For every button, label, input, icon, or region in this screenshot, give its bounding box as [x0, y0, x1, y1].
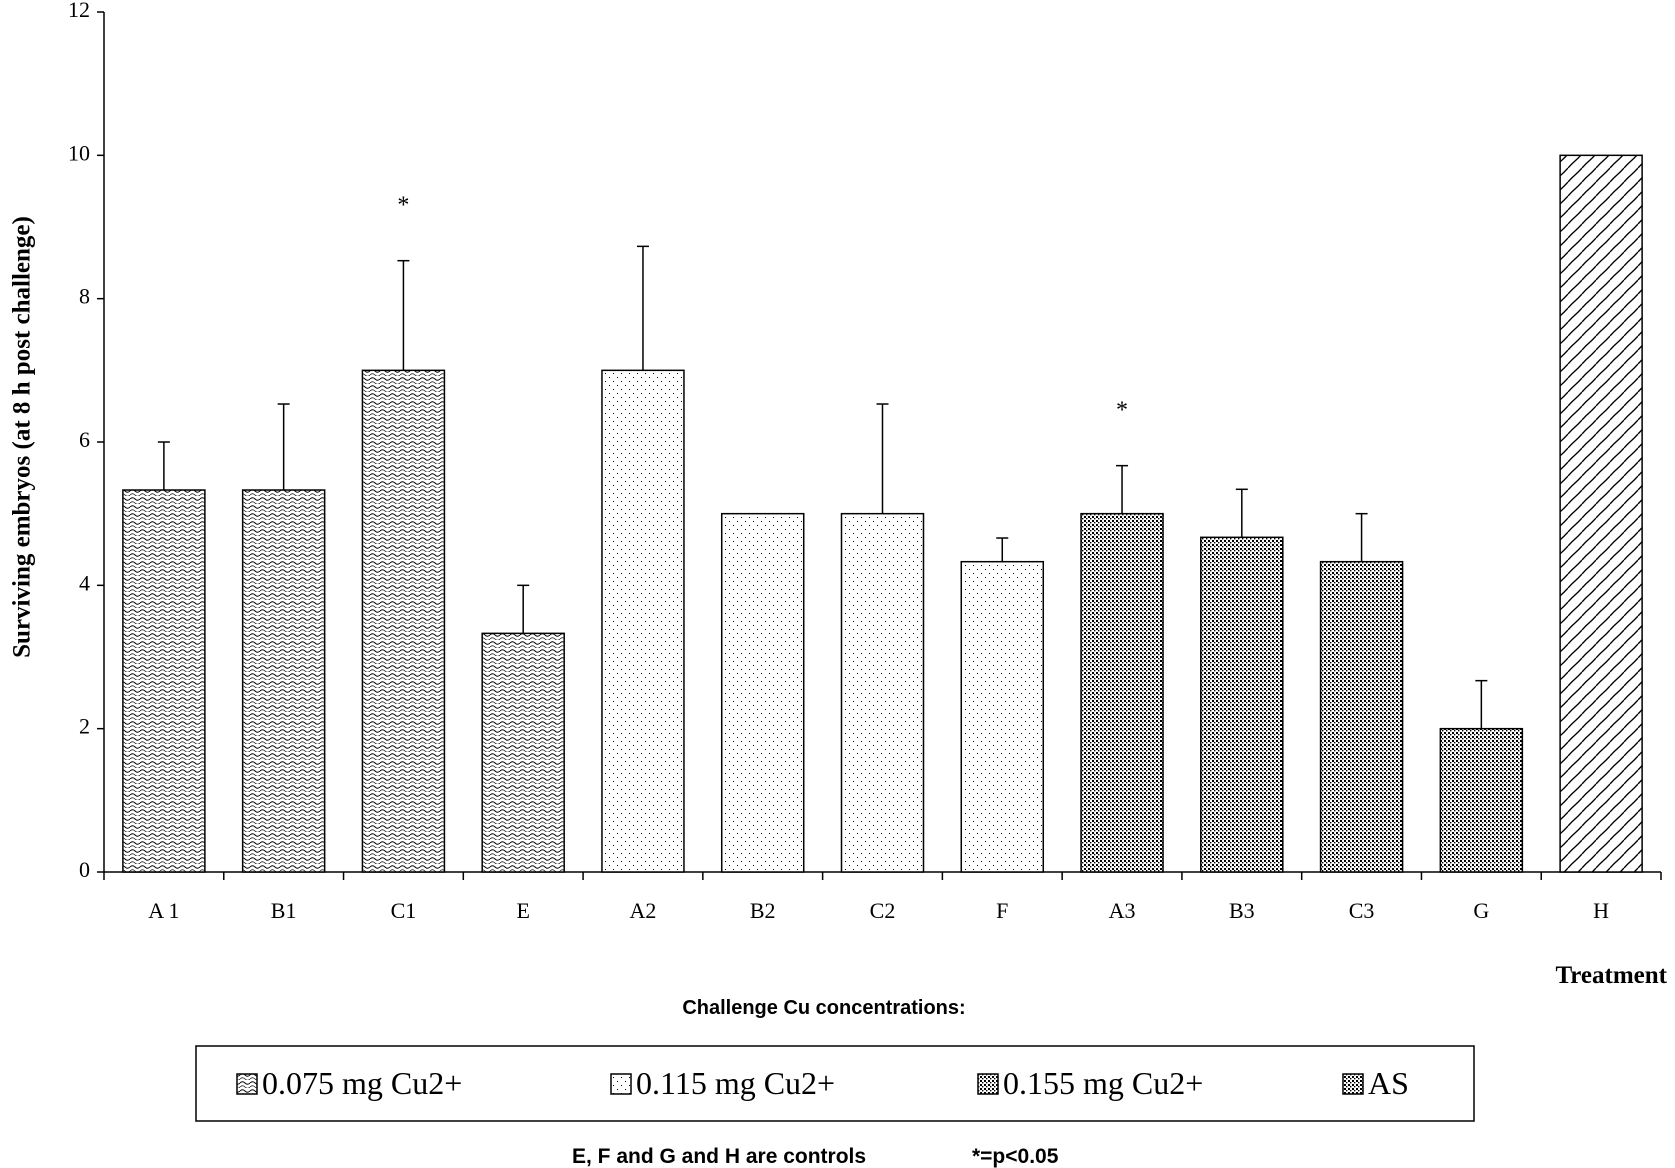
error-bar-c1	[397, 259, 410, 371]
x-tick-label-c1: C1	[391, 898, 417, 923]
x-tick-label-b3: B3	[1229, 898, 1255, 923]
y-tick-label-8: 8	[79, 284, 90, 309]
error-bar-c3	[1355, 512, 1368, 562]
x-tick-labels: A 1 B1 C1 E A2 B2 C2 F A3 B3 C3 G H	[148, 898, 1609, 923]
bar-f	[960, 560, 1045, 873]
legend-label-3: AS	[1368, 1065, 1409, 1101]
bar-c1	[361, 369, 446, 873]
x-tick-label-a2: A2	[630, 898, 657, 923]
bar-a2	[601, 369, 685, 873]
significance-mark-a3: *	[1116, 398, 1128, 424]
error-bar-a2	[636, 245, 649, 371]
y-tick-label-2: 2	[79, 714, 90, 739]
legend-swatch-0	[236, 1073, 258, 1095]
legend-title: Challenge Cu concentrations:	[682, 997, 965, 1019]
legend-label-0: 0.075 mg Cu2+	[262, 1065, 462, 1101]
x-tick-label-a1: A 1	[148, 898, 179, 923]
bar-g	[1439, 727, 1524, 873]
legend-item-1: 0.115 mg Cu2+	[610, 1065, 835, 1101]
y-axis-title: Surviving embryos (at 8 h post challenge…	[9, 216, 36, 658]
legend-swatch-3	[1342, 1073, 1364, 1095]
error-bar-b1	[277, 403, 290, 491]
bar-h	[1559, 154, 1643, 873]
x-tick-label-e: E	[516, 898, 529, 923]
error-bar-a1	[157, 441, 170, 491]
error-bar-e	[517, 584, 530, 634]
error-bar-g	[1475, 679, 1488, 729]
legend-item-2: 0.155 mg Cu2+	[977, 1065, 1203, 1101]
footnote-controls: E, F and G and H are controls	[572, 1145, 866, 1168]
y-tick-label-0: 0	[79, 857, 90, 882]
x-ticks	[103, 872, 1662, 880]
x-tick-label-a3: A3	[1109, 898, 1136, 923]
y-tick-label-12: 12	[68, 0, 90, 22]
y-tick-label-6: 6	[79, 427, 90, 452]
significance-mark-c1: *	[397, 193, 409, 219]
error-bar-c2	[876, 403, 889, 514]
bar-a3	[1080, 512, 1164, 873]
error-bar-f	[996, 537, 1009, 562]
bar-b3	[1200, 536, 1284, 873]
x-tick-label-b1: B1	[271, 898, 297, 923]
y-tick-label-4: 4	[79, 570, 90, 595]
legend-frame	[195, 1045, 1475, 1122]
legend: 0.075 mg Cu2+ 0.115 mg Cu2+ 0.155 mg Cu2…	[195, 1045, 1475, 1122]
legend-item-3: AS	[1342, 1065, 1409, 1101]
significance-marks: **	[397, 193, 1128, 424]
x-tick-label-c2: C2	[870, 898, 896, 923]
bar-b1	[241, 489, 326, 873]
bar-c2	[840, 512, 925, 873]
legend-label-2: 0.155 mg Cu2+	[1003, 1065, 1203, 1101]
legend-swatch-2	[977, 1073, 999, 1095]
error-bar-a3	[1116, 464, 1129, 514]
bar-b2	[720, 512, 805, 873]
footnote-significance: *=p<0.05	[972, 1145, 1059, 1168]
x-tick-label-h: H	[1593, 898, 1609, 923]
x-axis-title: Treatment	[1555, 962, 1667, 989]
legend-label-1: 0.115 mg Cu2+	[636, 1065, 835, 1101]
error-bars	[157, 245, 1488, 729]
bars	[122, 154, 1643, 873]
y-tick-label-10: 10	[68, 140, 90, 165]
error-bar-b3	[1235, 488, 1248, 538]
bar-a1	[122, 489, 206, 873]
x-tick-label-g: G	[1473, 898, 1489, 923]
x-tick-label-f: F	[996, 898, 1008, 923]
legend-item-0: 0.075 mg Cu2+	[236, 1065, 462, 1101]
y-ticks: 0 2 4 6 8 10 12	[68, 0, 104, 882]
bar-c3	[1319, 560, 1404, 873]
x-tick-label-c3: C3	[1349, 898, 1375, 923]
x-tick-label-b2: B2	[750, 898, 776, 923]
legend-swatch-1	[610, 1073, 632, 1095]
bar-e	[481, 632, 565, 873]
